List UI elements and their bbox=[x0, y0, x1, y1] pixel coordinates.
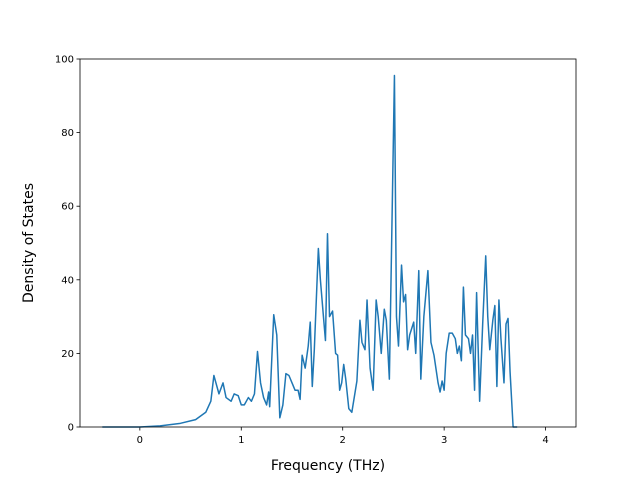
x-tick-label: 3 bbox=[441, 435, 447, 446]
x-tick-label: 4 bbox=[542, 435, 548, 446]
line-series bbox=[102, 74, 518, 428]
x-tick-label: 1 bbox=[238, 435, 244, 446]
y-tick-label: 0 bbox=[68, 423, 74, 434]
x-tick-label: 0 bbox=[137, 435, 143, 446]
y-tick-label: 20 bbox=[61, 349, 74, 360]
y-tick-label: 40 bbox=[61, 275, 74, 286]
y-tick-label: 60 bbox=[61, 202, 74, 213]
plot-frame bbox=[79, 58, 577, 428]
y-axis-label: Density of States bbox=[21, 183, 37, 303]
y-tick-label: 100 bbox=[55, 55, 74, 66]
x-axis-label: Frequency (THz) bbox=[271, 458, 385, 474]
x-tick-label: 2 bbox=[340, 435, 346, 446]
y-tick-label: 80 bbox=[61, 128, 74, 139]
